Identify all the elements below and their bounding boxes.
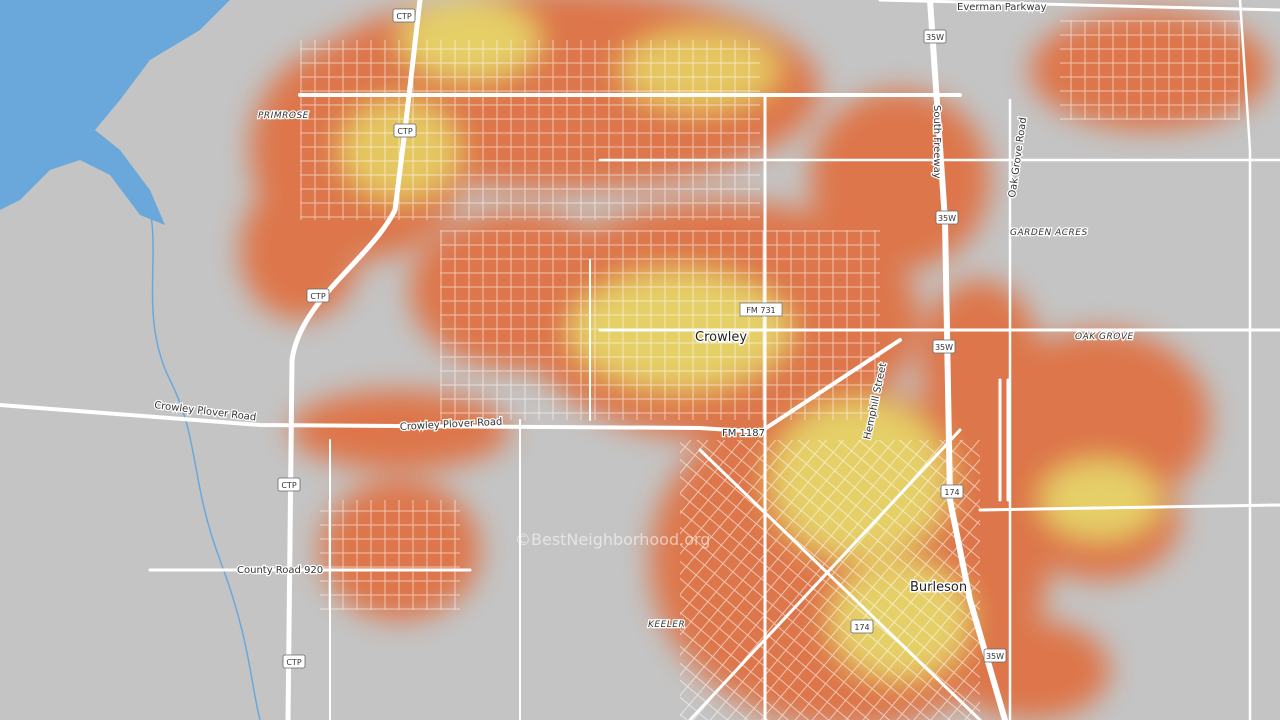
city-label: Crowley [695,330,747,345]
shield-box [306,288,330,303]
road-label: FM 731 [746,306,775,315]
shield-box [940,484,964,499]
watermark: ©BestNeighborhood.org [515,530,710,549]
shield-box [393,123,417,138]
lake [0,0,230,225]
place-label: OAK GROVE [1075,332,1134,342]
road-shield: CTP [392,8,416,23]
creek [149,209,261,720]
shield-label: CTP [396,12,411,21]
shield-box [932,339,956,354]
shield-box [935,210,959,225]
road-shield: 35W [983,648,1007,663]
road-shield: 35W [932,339,956,354]
place-label: GARDEN ACRES [1010,228,1088,238]
shield-label: 35W [926,33,944,42]
place-label: KEELER [648,620,685,630]
shield-label: 174 [944,488,959,497]
shield-label: 35W [938,214,956,223]
shields: CTP CTP CTP CTP CTP 35W 35W 35W 35W 174 174 [277,8,1007,669]
road-label: Everman Parkway [957,2,1047,13]
shield-box [923,29,947,44]
road-label: County Road 920 [237,565,323,576]
road-shield: 35W [935,210,959,225]
city-label: Burleson [910,580,967,595]
road-shield: FM 731 [739,302,783,317]
shield-box [392,8,416,23]
shield-label: 35W [935,343,953,352]
shield-box [277,477,301,492]
labels: PRIMROSE GARDEN ACRES OAK GROVE KEELER C… [152,1,1134,669]
road-shield: CTP [393,123,417,138]
shield-box [850,619,874,634]
shield-label: 174 [854,623,869,632]
shield-box [282,654,306,669]
road-shield: 174 [850,619,874,634]
shield-label: CTP [310,292,325,301]
road-shield: CTP [306,288,330,303]
shield-label: CTP [281,481,296,490]
road-shield: CTP [277,477,301,492]
road-shield: CTP [282,654,306,669]
road-label: South Freeway [931,105,942,179]
street-grid [300,20,1240,720]
road-label: FM 1187 [722,428,765,439]
shield-label: CTP [397,127,412,136]
road-shield: 35W [923,29,947,44]
shield-label: CTP [286,658,301,667]
shield-label: 35W [986,652,1004,661]
place-label: PRIMROSE [258,111,309,121]
shield-box [983,648,1007,663]
road-shield: 174 [940,484,964,499]
